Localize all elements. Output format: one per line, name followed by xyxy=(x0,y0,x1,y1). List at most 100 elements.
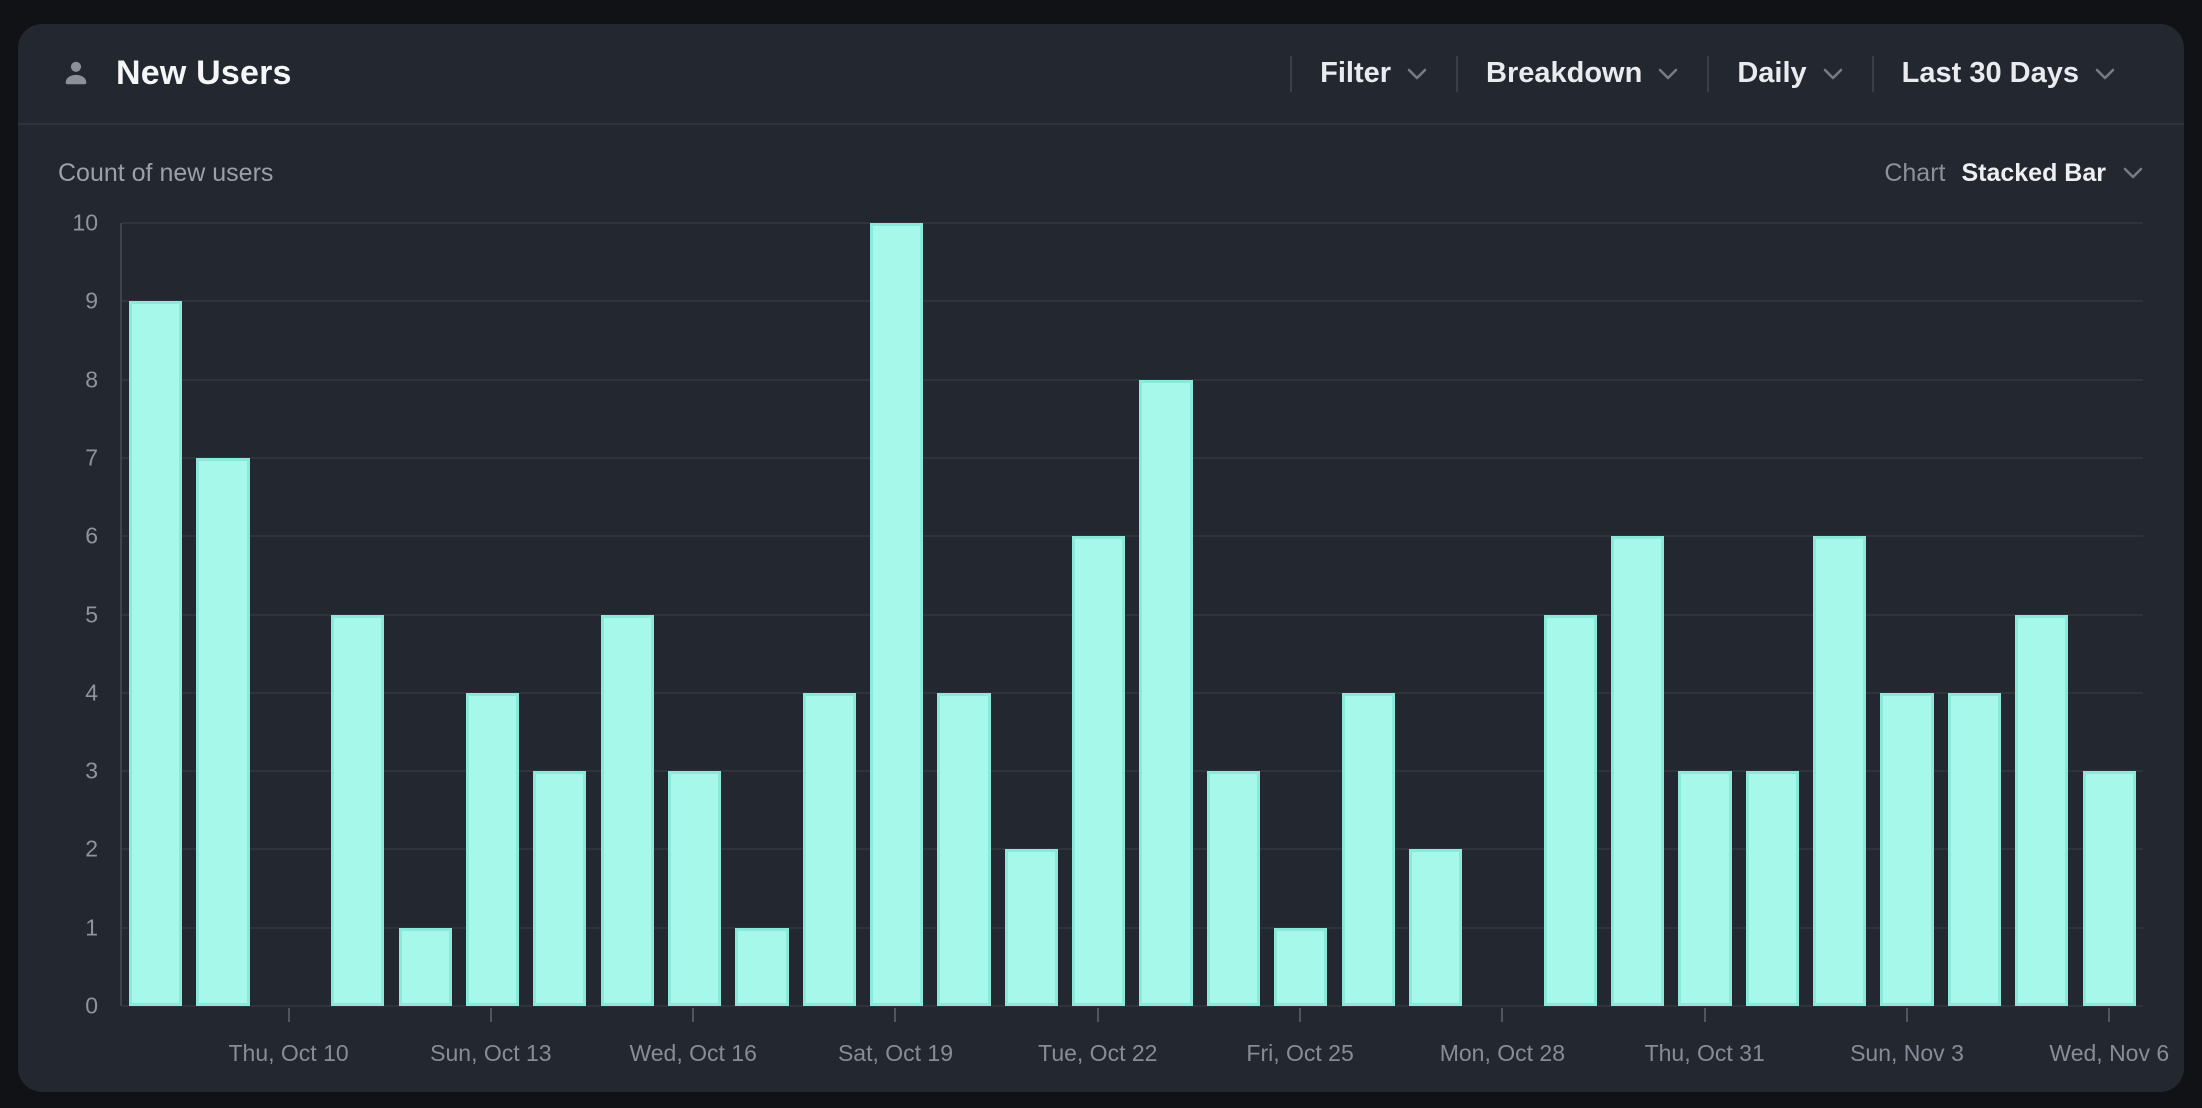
y-axis-label: 3 xyxy=(85,757,98,784)
x-axis-label: Thu, Oct 10 xyxy=(228,1040,349,1066)
plot-area xyxy=(120,222,2143,1007)
bar[interactable] xyxy=(1206,771,1261,1006)
bar-slot xyxy=(459,223,526,1006)
bar-slot xyxy=(1806,223,1873,1006)
bar[interactable] xyxy=(2015,614,2069,1006)
bar[interactable] xyxy=(1880,692,1934,1006)
bar[interactable] xyxy=(398,927,452,1006)
divider xyxy=(1290,55,1293,92)
divider xyxy=(1456,55,1459,92)
chevron-down-icon xyxy=(2122,166,2144,180)
bar[interactable] xyxy=(1004,849,1058,1006)
bar[interactable] xyxy=(1341,692,1395,1006)
sub-row: Count of new users Chart Stacked Bar xyxy=(58,149,2144,197)
gridline xyxy=(122,222,2143,224)
bar[interactable] xyxy=(1274,927,1328,1006)
bar[interactable] xyxy=(1610,536,1665,1006)
bar[interactable] xyxy=(600,614,654,1006)
x-axis-tick xyxy=(1905,1008,1908,1022)
y-axis-labels: 0 1 2 3 4 5 6 7 8 9 10 xyxy=(18,211,102,1017)
x-axis-label: Mon, Oct 28 xyxy=(1439,1040,1566,1066)
bar[interactable] xyxy=(331,614,385,1006)
bar[interactable] xyxy=(465,692,520,1006)
x-axis: Thu, Oct 10 Sun, Oct 13 Wed, Oct 16 Sat, Oc… xyxy=(120,1006,2169,1092)
y-axis-label: 0 xyxy=(85,992,98,1019)
filter-label: Filter xyxy=(1320,57,1392,89)
chart-type-label: Chart xyxy=(1884,158,1946,187)
bar-slot xyxy=(1604,223,1671,1006)
y-axis-label: 1 xyxy=(85,914,98,941)
bar[interactable] xyxy=(735,927,789,1006)
interval-dropdown[interactable]: Daily xyxy=(1709,57,1871,90)
x-axis-label: Wed, Oct 16 xyxy=(629,1040,757,1066)
divider xyxy=(1707,55,1710,92)
bar-slot xyxy=(257,223,324,1006)
gridline xyxy=(122,300,2143,303)
user-icon xyxy=(58,56,94,92)
x-axis-tick xyxy=(1501,1008,1504,1022)
chevron-down-icon xyxy=(1657,67,1679,81)
bar-slot xyxy=(930,223,997,1006)
x-axis-label: Tue, Oct 22 xyxy=(1038,1040,1158,1066)
bar-slot xyxy=(1402,223,1469,1006)
chart-type-value: Stacked Bar xyxy=(1961,158,2106,187)
y-axis-label: 7 xyxy=(85,444,98,471)
date-range-label: Last 30 Days xyxy=(1901,57,2079,89)
bar[interactable] xyxy=(1947,692,2001,1006)
x-axis-label: Wed, Nov 6 xyxy=(2049,1040,2170,1066)
bar-slot xyxy=(1334,223,1401,1006)
header-left: New Users xyxy=(58,54,292,93)
bar[interactable] xyxy=(196,457,250,1006)
bar-slot xyxy=(1200,223,1267,1006)
bar-slot xyxy=(391,223,458,1006)
bar[interactable] xyxy=(2082,771,2136,1006)
gridline xyxy=(122,848,2143,851)
date-range-dropdown[interactable]: Last 30 Days xyxy=(1874,57,2144,90)
breakdown-dropdown[interactable]: Breakdown xyxy=(1458,57,1707,90)
bar[interactable] xyxy=(1745,771,1799,1006)
bar[interactable] xyxy=(802,692,856,1006)
x-axis-tick xyxy=(287,1008,290,1022)
bar[interactable] xyxy=(1678,771,1732,1006)
x-baseline xyxy=(122,1005,2143,1007)
bar[interactable] xyxy=(1072,536,1126,1006)
y-axis-label: 5 xyxy=(85,601,98,627)
x-axis-tick xyxy=(1096,1008,1099,1022)
bar[interactable] xyxy=(533,771,587,1006)
bar[interactable] xyxy=(1813,536,1867,1006)
bar-slot xyxy=(324,223,391,1006)
chart-type-dropdown[interactable]: Chart Stacked Bar xyxy=(1884,159,2144,188)
bar-slot xyxy=(998,223,1065,1006)
y-axis-label: 6 xyxy=(85,522,98,549)
bar[interactable] xyxy=(937,692,991,1006)
bar[interactable] xyxy=(1408,849,1463,1006)
gridline xyxy=(122,770,2143,773)
new-users-card: New Users Filter Breakdown Daily xyxy=(18,24,2184,1092)
gridline xyxy=(122,535,2143,538)
bar-slot xyxy=(122,223,189,1006)
gridline xyxy=(122,926,2143,929)
gridline xyxy=(122,456,2143,459)
chevron-down-icon xyxy=(1822,67,1844,81)
bar-slot xyxy=(1065,223,1132,1006)
divider xyxy=(1871,55,1874,92)
bar[interactable] xyxy=(870,223,924,1006)
bar[interactable] xyxy=(667,771,722,1006)
bar[interactable] xyxy=(1139,379,1193,1006)
bar[interactable] xyxy=(129,301,183,1006)
bar-slot xyxy=(1537,223,1604,1006)
card-title: New Users xyxy=(116,54,292,92)
breakdown-label: Breakdown xyxy=(1486,57,1643,89)
bar-slot xyxy=(1132,223,1199,1006)
bar-slot xyxy=(1941,223,2008,1006)
bar-slot xyxy=(728,223,795,1006)
filter-dropdown[interactable]: Filter xyxy=(1292,57,1456,90)
bar-slot xyxy=(189,223,256,1006)
header-controls: Filter Breakdown Daily Las xyxy=(1290,55,2144,92)
bar-slot xyxy=(526,223,593,1006)
gridline xyxy=(122,613,2143,616)
x-axis-label: Sat, Oct 19 xyxy=(837,1040,953,1066)
y-axis-label: 10 xyxy=(72,209,98,236)
bar-slot xyxy=(594,223,661,1006)
bar[interactable] xyxy=(1543,614,1597,1006)
